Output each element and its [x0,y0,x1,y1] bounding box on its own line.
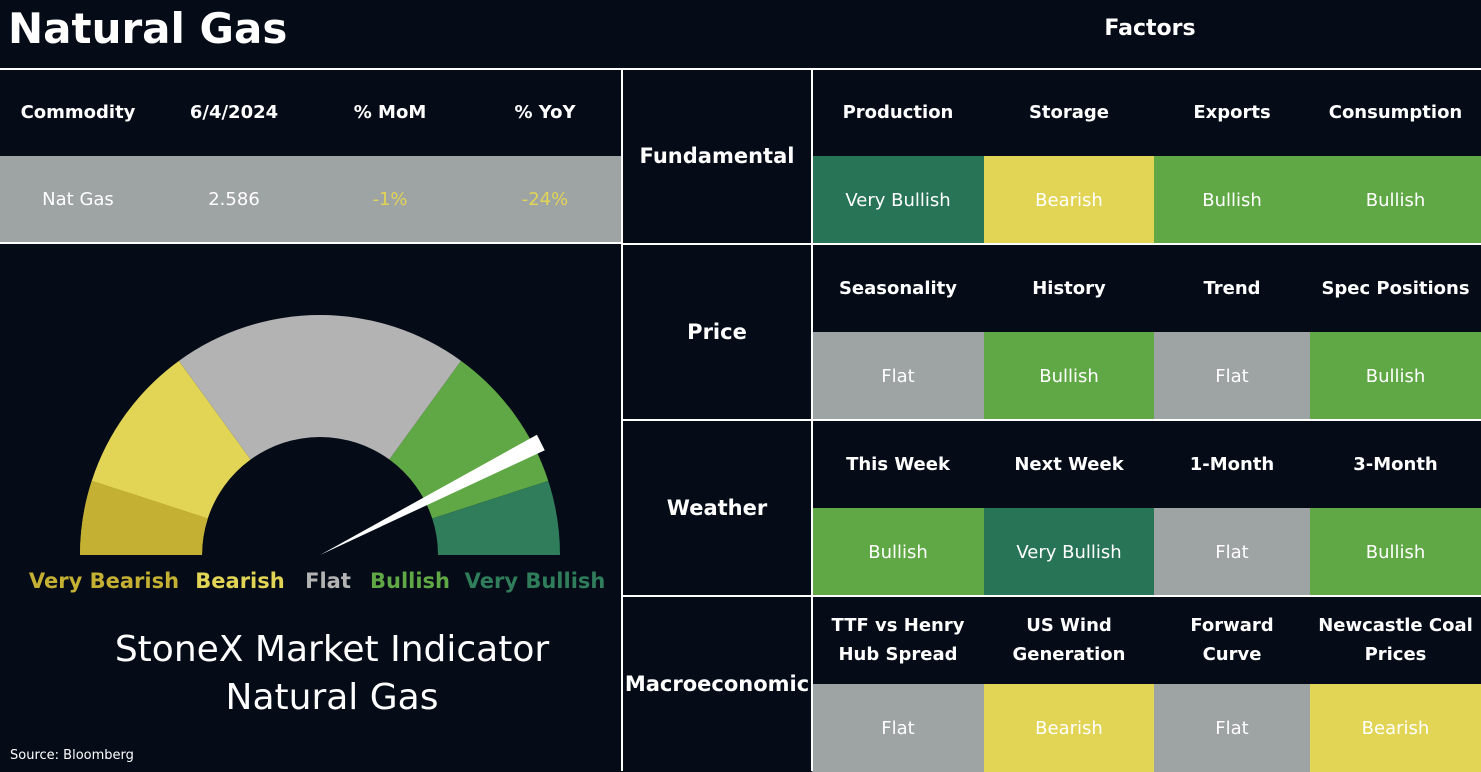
gauge-label: Bullish [370,569,450,593]
factor-name: Forward Curve [1190,615,1274,665]
factor-category: Weather [666,495,768,520]
factor-signal: Bullish [1310,508,1481,596]
factor-signal: Bullish [984,332,1154,420]
table-cell: Nat Gas [42,189,114,210]
gauge-caption: StoneX Market Indicator Natural Gas [114,629,550,718]
factor-name: 1-Month [1189,453,1275,475]
factor-signal: Bearish [984,684,1154,772]
factor-signal: Flat [812,684,984,772]
gauge-segment [91,360,251,519]
factor-signal: Bearish [984,156,1154,244]
gauge-segment [80,480,208,555]
gauge-segment [178,315,462,460]
source-note: Source: Bloomberg [10,748,134,763]
factor-category: Price [687,319,747,344]
factor-name: Newcastle Coal Prices [1318,615,1473,665]
factor-name: Exports [1193,101,1271,123]
factor-name: Consumption [1328,101,1463,123]
gauge-needle [320,434,545,555]
table-header: % MoM [353,101,427,123]
factor-signal: Bullish [812,508,984,596]
table-cell: 2.586 [208,189,260,210]
factor-name: US Wind Generation [1012,615,1126,665]
page-title: Natural Gas [8,4,288,53]
factor-signal: Flat [812,332,984,420]
factor-name: This Week [846,453,950,475]
factor-signal: Bearish [1310,684,1481,772]
factor-name: 3-Month [1353,453,1438,475]
factor-signal: Very Bullish [812,156,984,244]
factor-name: Seasonality [838,277,958,299]
table-header: 6/4/2024 [189,101,279,123]
divider [622,243,1481,245]
divider [622,595,1481,597]
table-row-bg [0,156,622,243]
factor-name: Trend [1203,277,1261,299]
factor-signal: Flat [1154,332,1310,420]
factor-name: Storage [1028,101,1110,123]
gauge-label: Bearish [195,569,284,593]
table-cell: -24% [521,189,569,210]
gauge-segment [389,360,549,519]
factor-signal: Very Bullish [984,508,1154,596]
factor-name: Production [842,101,954,123]
table-header: % YoY [514,101,576,123]
divider [621,68,623,771]
gauge-label: Very Bullish [465,569,606,593]
gauge-segment [432,480,560,555]
factor-signal: Flat [1154,684,1310,772]
factors-title: Factors [1104,16,1196,41]
divider [0,68,1481,70]
factor-category: Fundamental [639,143,795,168]
factor-name: Spec Positions [1321,277,1470,299]
divider [622,419,1481,421]
factor-signal: Bullish [1310,332,1481,420]
factor-signal: Bullish [1310,156,1481,244]
factor-signal: Bullish [1154,156,1310,244]
factor-name: Next Week [1014,453,1124,475]
divider [811,68,813,771]
table-cell: -1% [372,189,408,210]
gauge-label: Flat [305,569,351,593]
factor-name: TTF vs Henry Hub Spread [831,615,965,665]
factor-signal: Flat [1154,508,1310,596]
divider [0,242,622,244]
gauge-label: Very Bearish [29,569,179,593]
table-header: Commodity [20,101,136,123]
factor-category: Macroeconomic [624,671,810,696]
gauge: Very Bearish Bearish Flat Bullish Very Bulli… [29,315,606,593]
factor-name: History [1032,277,1106,299]
